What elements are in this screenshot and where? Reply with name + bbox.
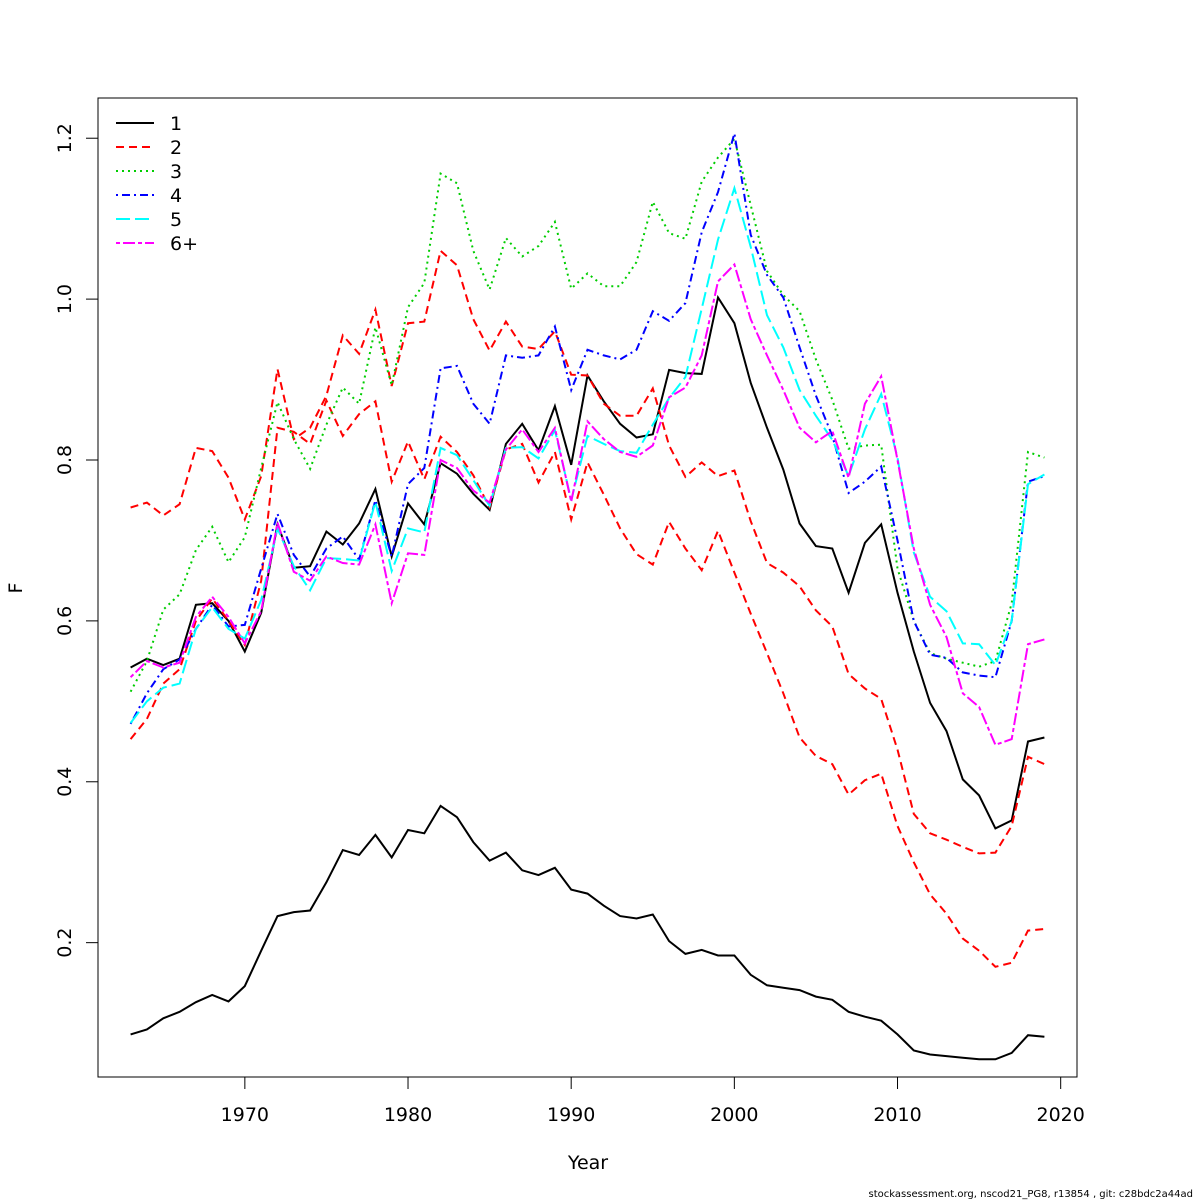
- series-line-5: [129, 184, 1045, 724]
- y-axis-title: F: [5, 583, 27, 594]
- legend-label: 4: [170, 185, 182, 207]
- x-tick-label: 1970: [221, 1104, 269, 1126]
- series-line-6plus: [129, 262, 1045, 747]
- x-tick-label: 2000: [710, 1104, 758, 1126]
- series-line-3: [129, 136, 1045, 693]
- x-axis-title: Year: [567, 1152, 608, 1174]
- legend-label: 1: [170, 113, 182, 135]
- series-line-1: [130, 294, 1045, 830]
- legend-label: 2: [170, 137, 182, 159]
- series-line-4: [129, 133, 1045, 725]
- footer-note: stockassessment.org, nscod21_PG8, r13854…: [869, 1189, 1193, 1200]
- x-tick-label: 1980: [384, 1104, 432, 1126]
- series-line-band-1: [130, 804, 1045, 1061]
- y-tick-label: 0.2: [54, 928, 76, 958]
- y-tick-label: 0.8: [54, 445, 76, 475]
- y-tick-label: 0.6: [54, 606, 76, 636]
- x-tick-label: 1990: [547, 1104, 595, 1126]
- x-tick-label: 2020: [1037, 1104, 1085, 1126]
- x-tick-label: 2010: [873, 1104, 921, 1126]
- y-tick-label: 0.4: [54, 767, 76, 797]
- legend-label: 5: [170, 209, 182, 231]
- y-axis: 0.2 0.4 0.6 0.8 1.0 1.2: [54, 123, 99, 958]
- legend-label: 6+: [170, 233, 198, 255]
- plot-frame: [97, 97, 1078, 1078]
- series-line-2: [129, 397, 1045, 968]
- x-axis: 1970 1980 1990 2000 2010 2020: [221, 1076, 1085, 1126]
- legend-label: 3: [170, 161, 182, 183]
- series-line-band-3: [130, 248, 1045, 855]
- series-layer: [129, 133, 1045, 1061]
- y-tick-label: 1.0: [54, 284, 76, 314]
- y-tick-label: 1.2: [54, 123, 76, 153]
